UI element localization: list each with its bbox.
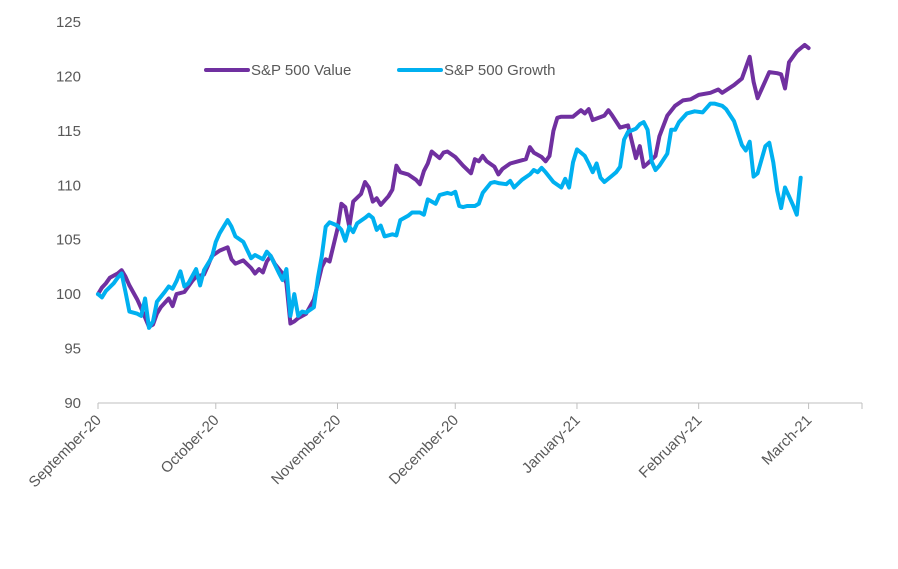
legend-label: S&P 500 Growth: [444, 62, 555, 79]
legend-label: S&P 500 Value: [251, 62, 351, 79]
x-tick-label: October-20: [158, 412, 223, 477]
y-tick-label: 100: [56, 286, 81, 303]
x-tick-label: December-20: [386, 412, 462, 488]
y-axis-tick-labels: 90 95 100 105 110 115 120 125: [56, 14, 81, 412]
legend: S&P 500 Value S&P 500 Growth: [204, 62, 555, 79]
x-tick-label: November-20: [268, 412, 344, 488]
y-tick-label: 105: [56, 232, 81, 249]
series-line-growth: [96, 101, 803, 330]
y-tick-label: 110: [57, 177, 81, 194]
x-tick-label: January-21: [519, 412, 584, 477]
y-tick-label: 90: [64, 395, 81, 412]
y-tick-label: 95: [64, 341, 81, 358]
series-line-value: [96, 42, 811, 329]
y-tick-label: 125: [56, 14, 81, 31]
x-axis-ticks: September-20 October-20 November-20 Decembe…: [26, 403, 863, 491]
x-tick-label: March-21: [759, 412, 816, 469]
y-tick-label: 120: [56, 68, 81, 85]
y-tick-label: 115: [57, 123, 81, 140]
series-lines: [96, 42, 811, 330]
x-tick-label: February-21: [636, 412, 706, 482]
x-tick-label: September-20: [26, 412, 105, 491]
